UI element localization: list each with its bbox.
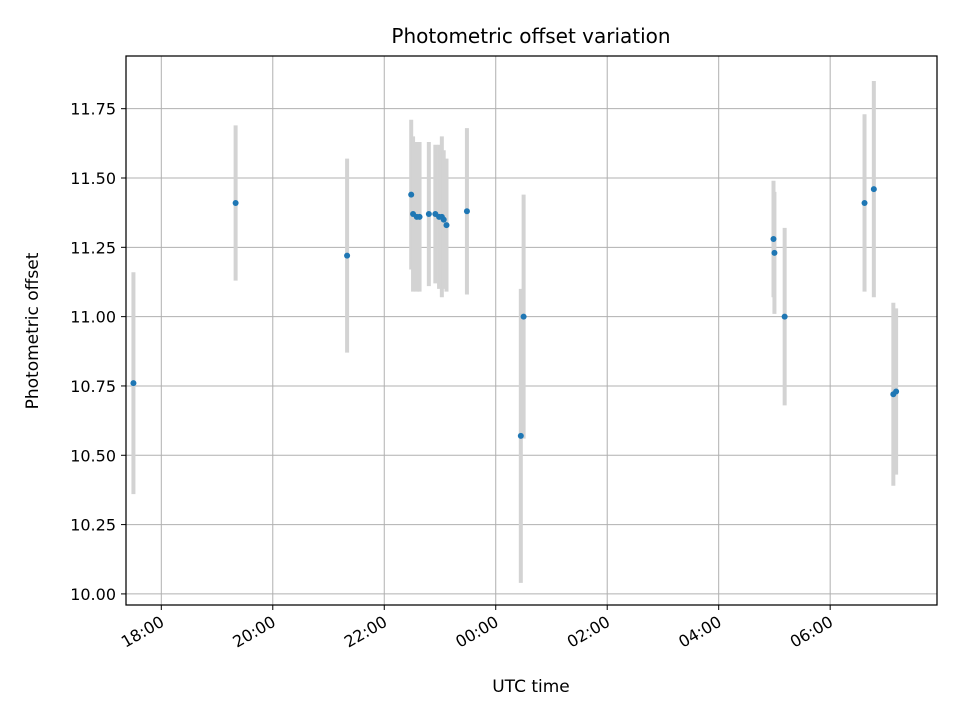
y-tick-label: 10.50 xyxy=(70,446,116,465)
data-point xyxy=(861,199,868,206)
data-point xyxy=(770,236,777,242)
data-point xyxy=(443,222,450,229)
data-point xyxy=(130,380,137,387)
x-axis-label: UTC time xyxy=(492,677,570,697)
data-point xyxy=(463,208,470,215)
data-points xyxy=(130,186,900,439)
y-tick-label: 10.75 xyxy=(70,377,116,396)
y-axis-ticks: 10.00 10.25 10.50 10.75 11.00 11.25 11.50 11.75 xyxy=(70,100,126,604)
data-point xyxy=(425,211,432,218)
data-point xyxy=(440,216,447,223)
data-point xyxy=(893,388,900,395)
y-tick-label: 11.75 xyxy=(70,100,116,119)
data-point xyxy=(520,313,527,320)
y-tick-label: 10.00 xyxy=(70,585,116,604)
data-point xyxy=(232,199,239,206)
data-point xyxy=(408,191,415,198)
y-tick-label: 11.50 xyxy=(70,169,116,188)
data-point xyxy=(771,249,778,256)
plot-frame xyxy=(125,55,938,606)
data-point xyxy=(781,313,788,320)
gridlines xyxy=(126,56,937,605)
data-point xyxy=(870,186,877,193)
y-tick-label: 11.25 xyxy=(70,238,116,257)
data-point xyxy=(517,432,524,439)
y-tick-label: 10.25 xyxy=(70,516,116,535)
y-tick-label: 11.00 xyxy=(70,308,116,327)
data-point xyxy=(416,213,423,220)
chart-title: Photometric offset variation xyxy=(391,24,670,48)
data-point xyxy=(344,252,351,259)
y-axis-label: Photometric offset xyxy=(23,252,43,409)
